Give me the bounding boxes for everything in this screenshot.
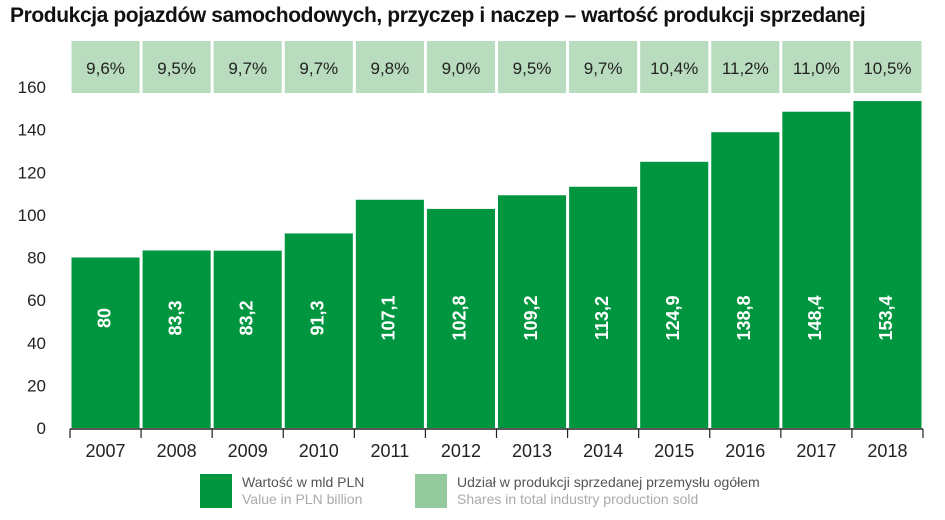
share-label: 10,5%	[863, 59, 911, 78]
share-label: 9,7%	[299, 59, 338, 78]
bar-value-label: 102,8	[450, 295, 470, 340]
share-box	[71, 41, 140, 93]
share-label: 9,5%	[513, 59, 552, 78]
bar	[426, 208, 495, 428]
bar	[213, 250, 282, 428]
bar	[71, 257, 140, 428]
x-tick-label: 2008	[157, 441, 197, 461]
y-tick-label: 80	[27, 249, 46, 268]
legend-label-value-pl: Wartość w mld PLN	[242, 474, 365, 490]
y-tick-label: 0	[37, 419, 46, 438]
share-label: 10,4%	[650, 59, 698, 78]
share-box	[426, 41, 495, 93]
legend-item-share: Udział w produkcji sprzedanej przemysłu …	[415, 474, 760, 508]
share-label: 9,0%	[442, 59, 481, 78]
bar-value-label: 124,9	[663, 295, 683, 340]
x-tick-label: 2012	[441, 441, 481, 461]
legend-swatch-share	[415, 474, 447, 508]
y-tick-label: 60	[27, 291, 46, 310]
share-label: 11,0%	[793, 59, 840, 78]
bar	[782, 111, 851, 428]
bar-value-label: 91,3	[308, 300, 328, 335]
x-tick-label: 2016	[725, 441, 765, 461]
bar	[355, 199, 424, 428]
y-tick-label: 120	[18, 163, 46, 182]
chart-title: Produkcja pojazdów samochodowych, przycz…	[10, 4, 866, 27]
legend-item-value: Wartość w mld PLN Value in PLN billion	[200, 474, 364, 508]
x-tick-label: 2007	[86, 441, 126, 461]
y-tick-label: 160	[18, 78, 46, 97]
bar-value-label: 109,2	[521, 295, 541, 340]
share-box	[711, 41, 780, 93]
share-label: 9,8%	[371, 59, 410, 78]
share-label: 11,2%	[722, 59, 769, 78]
share-box	[782, 41, 851, 93]
bar-value-label: 113,2	[592, 296, 612, 340]
y-tick-label: 140	[18, 121, 46, 140]
share-box	[569, 41, 638, 93]
bar	[569, 186, 638, 428]
share-box	[640, 41, 709, 93]
bar	[711, 132, 780, 428]
legend-swatch-value	[200, 474, 232, 508]
x-tick-label: 2013	[512, 441, 552, 461]
bar	[498, 195, 567, 428]
legend-label-value-en: Value in PLN billion	[242, 491, 363, 507]
share-label: 9,7%	[584, 59, 623, 78]
bar-value-label: 80	[94, 308, 114, 328]
share-box	[213, 41, 282, 93]
bar-value-label: 148,4	[805, 295, 825, 340]
share-box	[284, 41, 353, 93]
share-box	[355, 41, 424, 93]
x-tick-label: 2010	[299, 441, 339, 461]
share-box	[498, 41, 567, 93]
bar-value-label: 153,4	[876, 295, 896, 340]
y-tick-label: 100	[18, 206, 46, 225]
x-tick-label: 2014	[583, 441, 623, 461]
x-tick-label: 2015	[654, 441, 694, 461]
bar-value-label: 107,1	[379, 295, 399, 340]
bar-chart: 0 20 40 60 80 100 120 140 160 9,6% 9,5% 9,7% 9,7% 9,8…	[18, 41, 924, 461]
x-tick-label: 2011	[371, 441, 410, 461]
share-box	[853, 41, 922, 93]
bar	[640, 161, 709, 428]
bar	[284, 233, 353, 428]
share-box	[142, 41, 211, 93]
share-label: 9,6%	[86, 59, 125, 78]
y-tick-label: 20	[27, 376, 46, 395]
bar	[142, 250, 211, 428]
legend-label-share-en: Shares in total industry production sold	[457, 491, 699, 507]
legend-label-share-pl: Udział w produkcji sprzedanej przemysłu …	[457, 474, 760, 490]
share-label: 9,5%	[157, 59, 196, 78]
x-tick-label: 2018	[867, 441, 907, 461]
bar	[853, 101, 922, 428]
share-label: 9,7%	[228, 59, 267, 78]
x-tick-label: 2009	[228, 441, 268, 461]
bar-value-label: 83,3	[165, 300, 185, 335]
bar-value-label: 138,8	[734, 295, 754, 340]
x-tick-label: 2017	[796, 441, 836, 461]
bar-value-label: 83,2	[236, 300, 256, 335]
y-tick-label: 40	[27, 334, 46, 353]
